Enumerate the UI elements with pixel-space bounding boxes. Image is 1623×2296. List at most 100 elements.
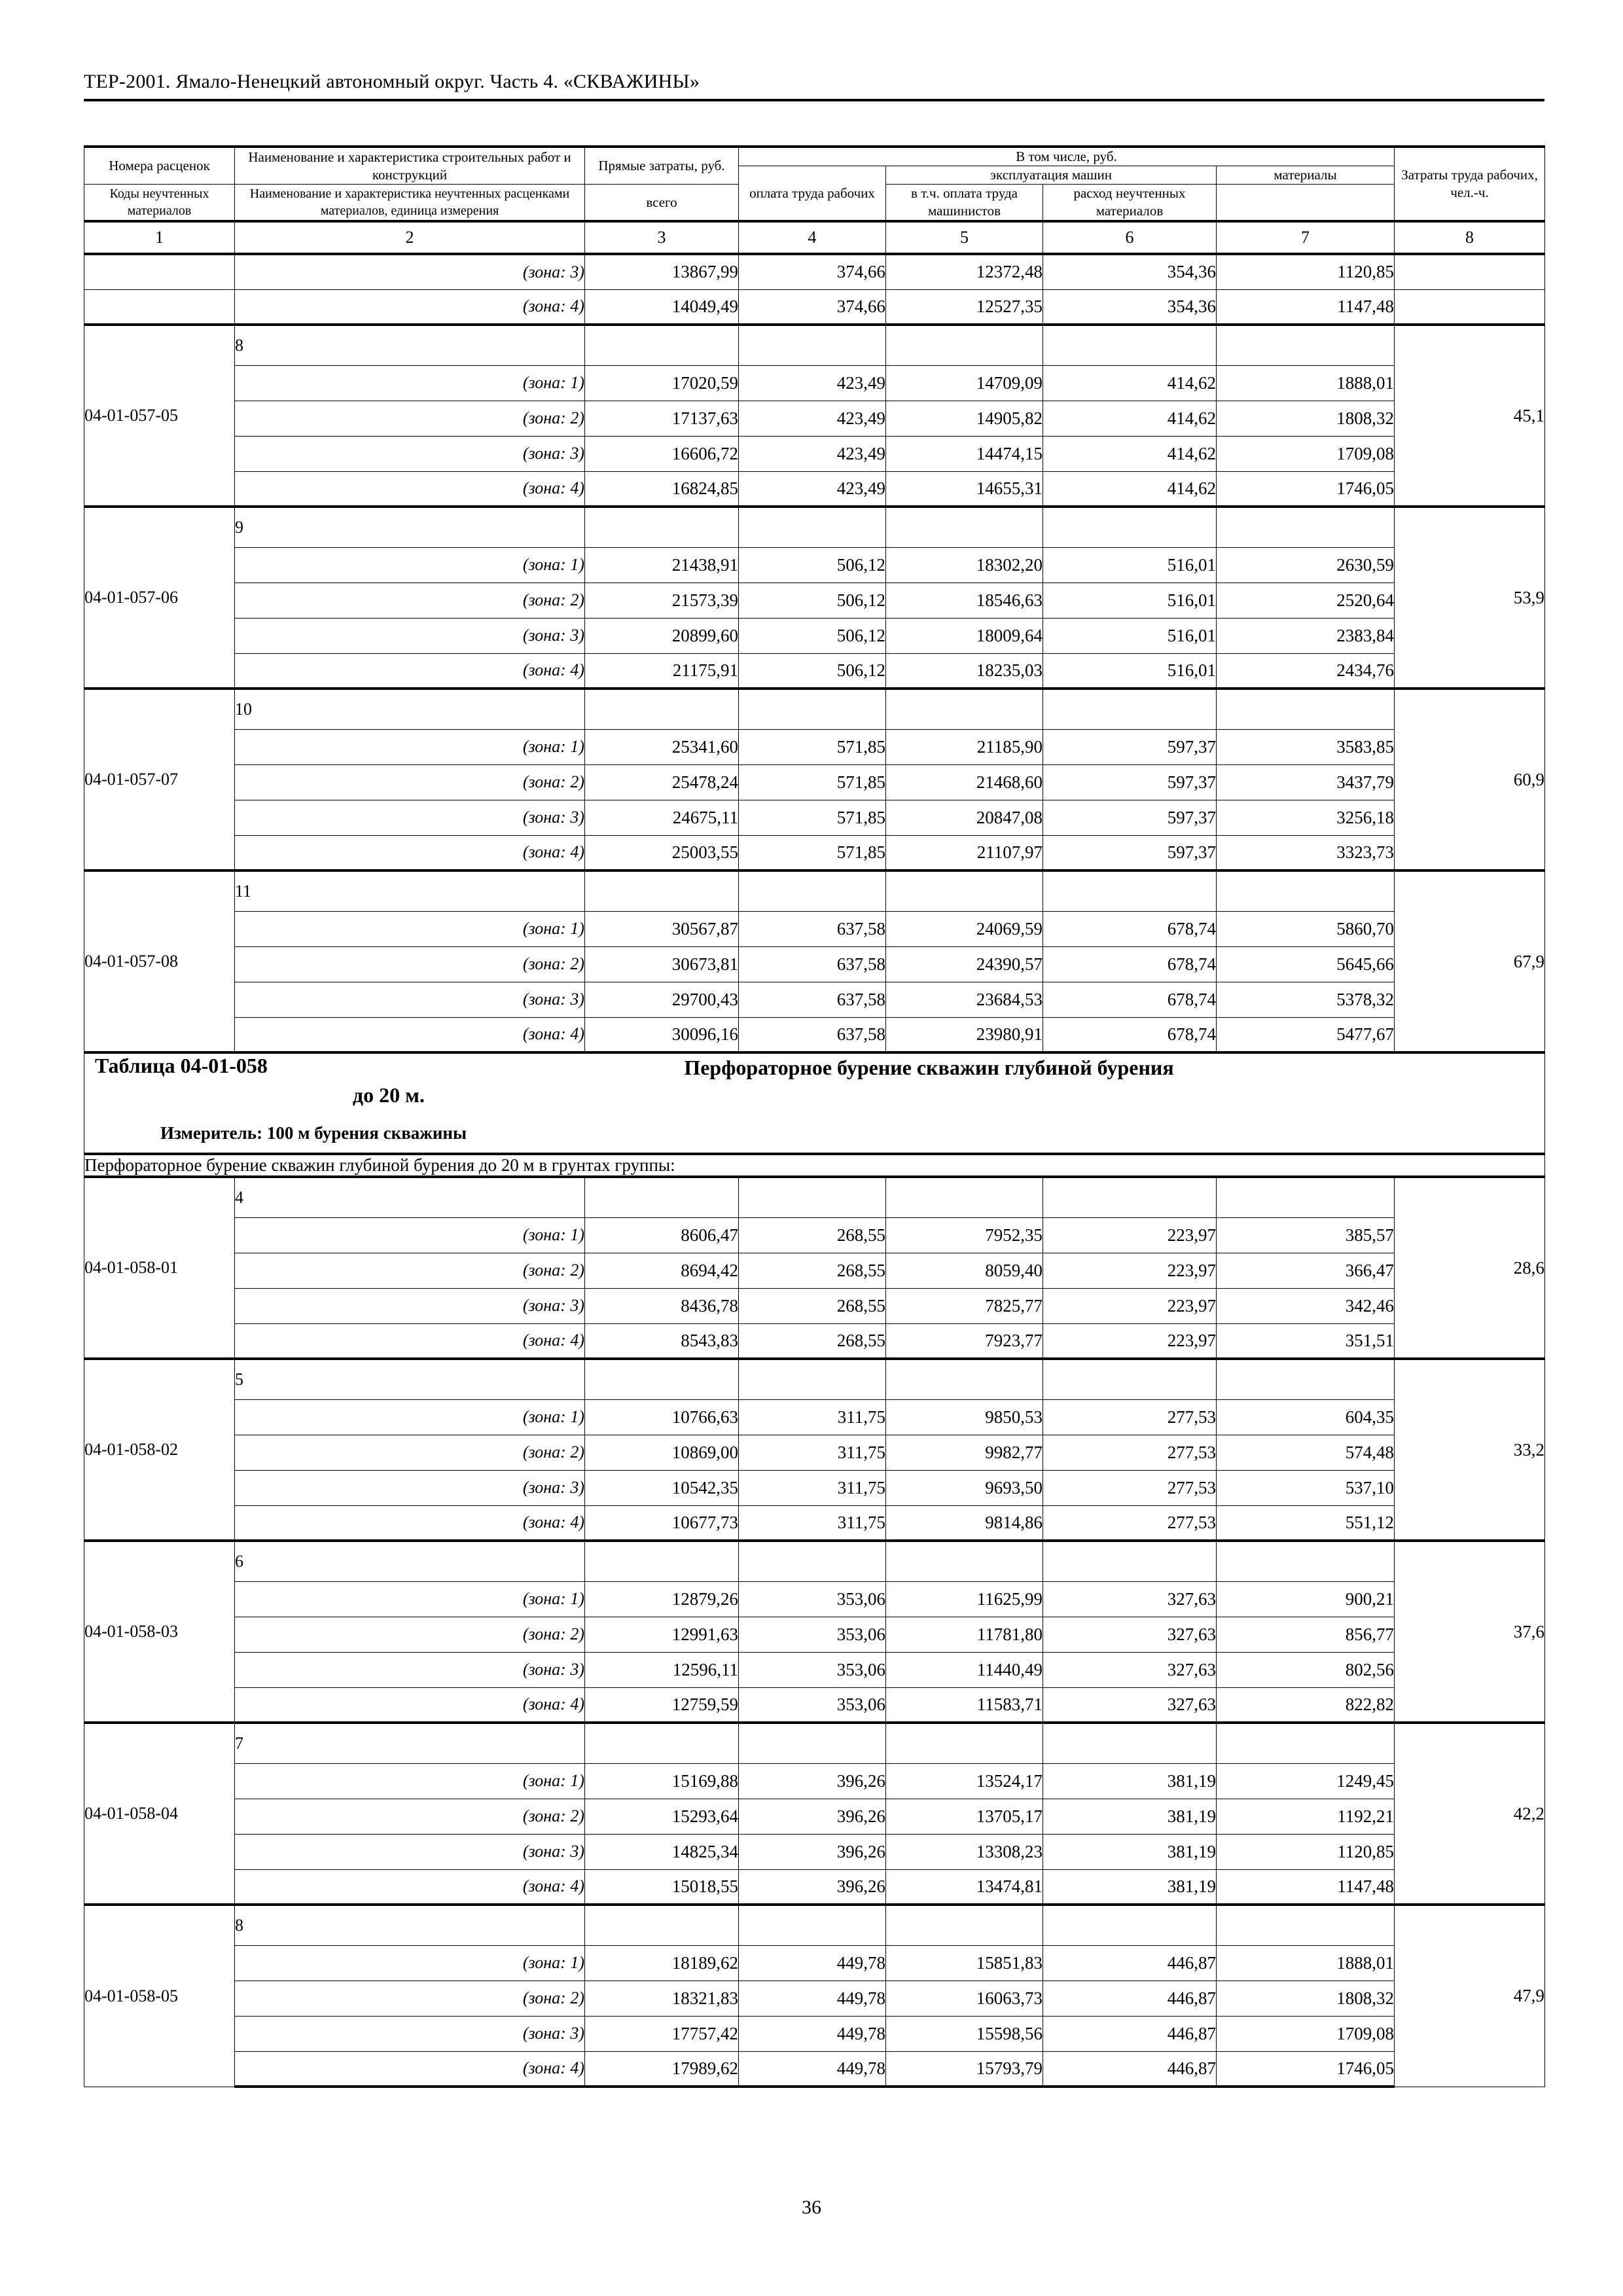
row-machinist-pay: 597,37 xyxy=(1043,728,1217,765)
table-row: (зона: 1) 15169,88 396,26 13524,17 381,19 124… xyxy=(84,1763,1545,1799)
table-row: (зона: 3) 29700,43 637,58 23684,53 678,74 537… xyxy=(84,981,1545,1018)
row-labor-pay xyxy=(738,505,886,548)
row-machines-total: 16063,73 xyxy=(885,1980,1043,2017)
row-zone-label: (зона: 3) xyxy=(234,253,585,290)
row-group: 6 xyxy=(234,1539,585,1582)
row-materials xyxy=(1215,687,1395,730)
colnum-2: 2 xyxy=(234,220,585,255)
row-labor-hours: 53,9 xyxy=(1394,505,1546,689)
row-machinist-pay: 223,97 xyxy=(1043,1287,1217,1324)
row-zone-label: (зона: 2) xyxy=(234,1798,585,1835)
row-machines-total: 13524,17 xyxy=(885,1763,1043,1799)
row-machines-total xyxy=(885,1539,1043,1582)
row-machinist-pay: 414,62 xyxy=(1043,435,1217,472)
row-labor-hours: 47,9 xyxy=(1394,1903,1546,2087)
row-machinist-pay: 354,36 xyxy=(1043,289,1217,325)
row-materials xyxy=(1215,323,1395,366)
row-materials: 385,57 xyxy=(1215,1217,1395,1253)
row-zone-label: (зона: 3) xyxy=(234,617,585,654)
header-col3: Прямые затраты, руб. xyxy=(584,145,739,185)
row-machinist-pay: 597,37 xyxy=(1043,834,1217,871)
table-058-section-row: Перфораторное бурение скважин глубиной б… xyxy=(83,1153,1546,1177)
row-direct-costs: 10766,63 xyxy=(584,1399,739,1435)
row-direct-costs: 10542,35 xyxy=(584,1469,739,1506)
row-materials: 1709,08 xyxy=(1215,2015,1395,2052)
row-labor-pay xyxy=(738,687,886,730)
row-direct-costs: 12991,63 xyxy=(584,1616,739,1653)
row-zone-label: (зона: 3) xyxy=(234,981,585,1018)
row-machines-total xyxy=(885,505,1043,548)
row-labor-pay: 637,58 xyxy=(738,1016,886,1054)
row-machines-total xyxy=(885,687,1043,730)
table-row: 04-01-057-06 9 53,9 xyxy=(84,505,1546,689)
row-machines-total: 11583,71 xyxy=(885,1687,1043,1723)
row-machinist-pay: 414,62 xyxy=(1043,471,1217,507)
row-zone-label: (зона: 2) xyxy=(234,1980,585,2017)
row-code: 04-01-057-05 xyxy=(84,323,235,507)
table-row: 04-01-058-04 7 42,2 xyxy=(84,1721,1546,1905)
row-zone-label: (зона: 3) xyxy=(234,1469,585,1506)
header-row-4: всего в т.ч. оплата труда машинистов рас… xyxy=(84,184,1545,222)
row-labor-pay: 506,12 xyxy=(738,653,886,689)
colnum-4: 4 xyxy=(738,220,886,255)
row-labor-pay: 374,66 xyxy=(738,253,886,290)
row-machines-total: 15598,56 xyxy=(885,2015,1043,2052)
row-direct-costs: 21175,91 xyxy=(584,653,739,689)
row-materials: 1120,85 xyxy=(1215,253,1395,290)
table-058-title-cell: Таблица 04-01-058 Перфораторное бурение с… xyxy=(83,1051,1546,1155)
row-machines-total: 7825,77 xyxy=(885,1287,1043,1324)
row-labor-pay: 571,85 xyxy=(738,764,886,800)
row-materials: 366,47 xyxy=(1215,1252,1395,1289)
row-materials xyxy=(1215,1721,1395,1764)
row-materials: 1192,21 xyxy=(1215,1798,1395,1835)
table-row: (зона: 1) 12879,26 353,06 11625,99 327,63 900… xyxy=(84,1581,1545,1617)
row-labor-pay: 423,49 xyxy=(738,471,886,507)
row-materials: 1808,32 xyxy=(1215,400,1395,437)
row-zone-label: (зона: 3) xyxy=(234,799,585,836)
row-labor-hours xyxy=(1394,253,1546,290)
row-direct-costs: 25003,55 xyxy=(584,834,739,871)
row-zone-label: (зона: 3) xyxy=(234,1833,585,1870)
header-col2-bottom: Наименование и характеристика неучтенных… xyxy=(234,184,585,222)
row-machines-total: 9693,50 xyxy=(885,1469,1043,1506)
table-058-meter: Измеритель: 100 м бурения скважины xyxy=(160,1123,467,1143)
row-labor-pay: 449,78 xyxy=(738,2051,886,2088)
row-code: 04-01-058-01 xyxy=(84,1175,235,1359)
table-row: 04-01-057-08 11 67,9 xyxy=(84,869,1546,1053)
table-058-title-line2: до 20 м. xyxy=(352,1083,425,1107)
header-column-numbers: 1 2 3 4 5 6 7 8 xyxy=(84,220,1546,255)
row-direct-costs: 14049,49 xyxy=(584,289,739,325)
price-table-head-group: Номера расценок Наименование и характери… xyxy=(84,145,1546,255)
row-zone-label: (зона: 2) xyxy=(234,400,585,437)
row-materials: 5860,70 xyxy=(1215,910,1395,947)
row-machinist-pay: 223,97 xyxy=(1043,1323,1217,1359)
row-zone-label: (зона: 1) xyxy=(234,365,585,401)
row-machinist-pay: 327,63 xyxy=(1043,1651,1217,1688)
row-labor-hours: 67,9 xyxy=(1394,869,1546,1053)
row-machinist-pay: 277,53 xyxy=(1043,1399,1217,1435)
row-materials: 1249,45 xyxy=(1215,1763,1395,1799)
row-machines-total: 15851,83 xyxy=(885,1945,1043,1981)
row-machinist-pay: 223,97 xyxy=(1043,1252,1217,1289)
table-row: (зона: 4) 17989,62 449,78 15793,79 446,87 174… xyxy=(84,2051,1545,2088)
table-row: (зона: 2) 17137,63 423,49 14905,82 414,62 180… xyxy=(84,400,1545,437)
row-materials: 3256,18 xyxy=(1215,799,1395,836)
row-machinist-pay xyxy=(1043,1721,1217,1764)
row-direct-costs: 17989,62 xyxy=(584,2051,739,2088)
row-machinist-pay: 277,53 xyxy=(1043,1469,1217,1506)
row-machinist-pay xyxy=(1043,1903,1217,1946)
row-materials: 1147,48 xyxy=(1215,1869,1395,1905)
row-group: 8 xyxy=(234,1903,585,1946)
row-zone-label: (зона: 1) xyxy=(234,728,585,765)
row-group: 4 xyxy=(234,1175,585,1218)
row-zone-label: (зона: 2) xyxy=(234,1616,585,1653)
table-row: 04-01-058-03 6 37,6 xyxy=(84,1539,1546,1723)
row-machinist-pay xyxy=(1043,1539,1217,1582)
row-machinist-pay: 446,87 xyxy=(1043,2015,1217,2052)
row-machines-total: 8059,40 xyxy=(885,1252,1043,1289)
table-058-label: Таблица 04-01-058 xyxy=(95,1054,268,1077)
row-direct-costs: 18189,62 xyxy=(584,1945,739,1981)
row-machines-total: 11440,49 xyxy=(885,1651,1043,1688)
row-machinist-pay: 597,37 xyxy=(1043,799,1217,836)
row-machines-total: 21185,90 xyxy=(885,728,1043,765)
